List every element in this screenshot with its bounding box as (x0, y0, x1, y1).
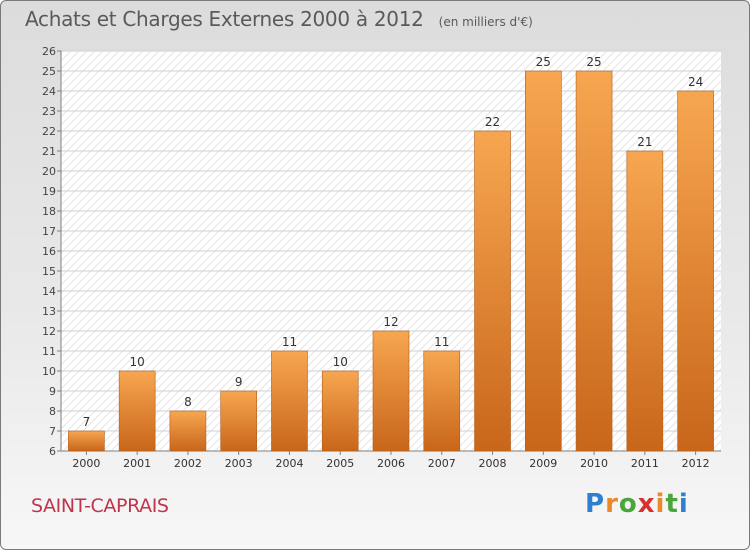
data-label-2008: 22 (485, 115, 500, 129)
bar-2001 (118, 370, 156, 452)
data-label-2002: 8 (184, 395, 192, 409)
logo-letter: P (585, 489, 606, 519)
bar-2004 (271, 350, 308, 452)
x-tick-label-2007: 2007 (428, 457, 456, 470)
y-tick-label: 8 (49, 405, 56, 418)
data-label-2006: 12 (383, 315, 398, 329)
data-label-2012: 24 (688, 75, 703, 89)
y-tick-label: 20 (42, 165, 56, 178)
x-tick-label-2010: 2010 (580, 457, 608, 470)
data-label-2009: 25 (536, 55, 551, 69)
logo-letter: x (637, 489, 656, 519)
x-tick-label-2006: 2006 (377, 457, 405, 470)
proxiti-logo: Proxiti (585, 489, 689, 519)
logo-letter: i (678, 489, 689, 519)
data-label-2000: 7 (83, 415, 91, 429)
y-tick-label: 7 (49, 425, 56, 438)
y-tick-label: 25 (42, 65, 56, 78)
bar-2002 (169, 410, 207, 452)
y-tick-label: 23 (42, 105, 56, 118)
x-tick-label-2005: 2005 (326, 457, 354, 470)
data-label-2004: 11 (282, 335, 297, 349)
x-tick-label-2003: 2003 (225, 457, 253, 470)
y-tick-label: 14 (42, 285, 56, 298)
logo-letter: r (605, 489, 619, 519)
y-tick-label: 26 (42, 45, 56, 58)
logo-letter: t (665, 489, 679, 519)
y-tick-label: 6 (49, 445, 56, 458)
y-tick-label: 12 (42, 325, 56, 338)
bar-2000 (68, 430, 105, 452)
y-tick-label: 18 (42, 205, 56, 218)
y-tick-label: 22 (42, 125, 56, 138)
y-tick-label: 10 (42, 365, 56, 378)
y-tick-label: 16 (42, 245, 56, 258)
data-label-2010: 25 (586, 55, 601, 69)
bar-2005 (321, 370, 359, 452)
data-label-2005: 10 (333, 355, 348, 369)
bar-2011 (626, 150, 664, 452)
y-tick-label: 15 (42, 265, 56, 278)
bar-2009 (525, 70, 562, 452)
x-tick-label-2002: 2002 (174, 457, 202, 470)
bar-2007 (423, 350, 461, 452)
y-tick-label: 19 (42, 185, 56, 198)
logo-letter: i (655, 489, 666, 519)
x-tick-label-2001: 2001 (123, 457, 151, 470)
x-tick-label-2012: 2012 (682, 457, 710, 470)
data-label-2001: 10 (130, 355, 145, 369)
data-label-2007: 11 (434, 335, 449, 349)
chart-title: Achats et Charges Externes 2000 à 2012 (… (25, 7, 533, 31)
chart-title-text: Achats et Charges Externes 2000 à 2012 (25, 7, 424, 31)
y-tick-label: 13 (42, 305, 56, 318)
bar-2008 (474, 130, 511, 452)
y-tick-label: 9 (49, 385, 56, 398)
y-tick-label: 17 (42, 225, 56, 238)
commune-name: SAINT-CAPRAIS (31, 495, 169, 517)
y-tick-label: 24 (42, 85, 56, 98)
chart-unit-text: (en milliers d'€) (438, 15, 533, 29)
x-tick-label-2004: 2004 (275, 457, 303, 470)
bar-2010 (575, 70, 613, 452)
y-tick-label: 11 (42, 345, 56, 358)
x-tick-label-2008: 2008 (479, 457, 507, 470)
bar-2003 (220, 390, 257, 452)
x-tick-label-2009: 2009 (529, 457, 557, 470)
x-tick-label-2011: 2011 (631, 457, 659, 470)
data-label-2003: 9 (235, 375, 243, 389)
bar-2006 (372, 330, 410, 452)
y-tick-label: 21 (42, 145, 56, 158)
logo-letter: o (618, 489, 638, 519)
data-label-2011: 21 (637, 135, 652, 149)
x-tick-label-2000: 2000 (72, 457, 100, 470)
bar-2012 (677, 90, 714, 452)
